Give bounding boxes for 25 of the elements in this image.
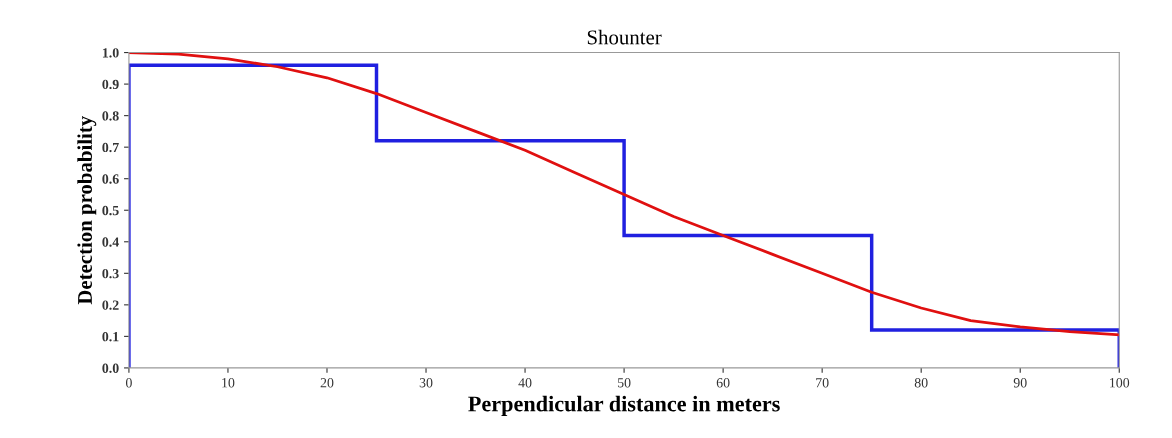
y-tick-label: 0.1 (102, 331, 119, 342)
x-tick-label: 40 (518, 378, 532, 388)
y-tick-label: 0.7 (102, 142, 119, 153)
x-tick-label: 50 (617, 378, 631, 388)
x-tick-label: 0 (125, 378, 132, 388)
x-tick-label: 30 (419, 378, 433, 388)
x-tick-label: 60 (716, 378, 730, 388)
chart-title: Shounter (587, 29, 662, 45)
y-tick-label: 0.4 (102, 237, 119, 247)
y-tick-label: 0.5 (102, 205, 119, 216)
y-tick-label: 0.9 (102, 79, 119, 90)
x-tick-label: 10 (222, 378, 235, 388)
y-tick-label: 0.2 (102, 300, 119, 310)
y-tick-label: 0.8 (102, 111, 119, 121)
y-axis-title: Detection probability (77, 116, 97, 305)
x-axis-title: Perpendicular distance in meters (468, 395, 780, 416)
y-tick-label: 0.3 (102, 268, 119, 279)
x-tick-label: 70 (816, 378, 829, 388)
y-tick-label: 0.6 (102, 174, 119, 184)
y-tick-label: 1.0 (102, 48, 119, 58)
y-tick-label: 0.0 (102, 363, 119, 373)
x-tick-label: 80 (914, 378, 928, 388)
x-tick-label: 100 (1110, 378, 1130, 388)
x-tick-label: 20 (320, 378, 334, 388)
x-tick-label: 90 (1013, 378, 1027, 388)
